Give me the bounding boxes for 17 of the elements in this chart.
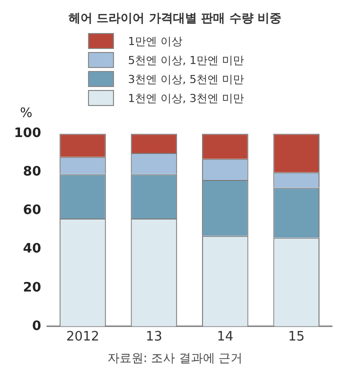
y-tick-label: 0 [32, 318, 42, 334]
y-tick-label: 80 [23, 164, 42, 180]
legend-label: 5천엔 이상, 1만엔 미만 [128, 52, 244, 68]
legend-label: 1천엔 이상, 3천엔 미만 [128, 90, 244, 106]
y-axis-title: % [20, 106, 34, 121]
chart-title: 헤어 드라이어 가격대별 판매 수량 비중 [68, 10, 282, 27]
y-tick-label: 40 [23, 242, 42, 257]
y-tick-label: 100 [14, 126, 42, 142]
x-tick-label: 2012 [66, 330, 100, 345]
text: 자료원: 조사 결과에 근거 [106, 350, 244, 367]
y-tick-label: 60 [23, 203, 42, 218]
x-tick-label: 14 [216, 330, 234, 345]
legend-label: 1만엔 이상 [128, 34, 182, 48]
x-tick-label: 13 [146, 330, 162, 345]
y-tick-label: 20 [23, 280, 42, 296]
legend-label: 3천엔 이상, 5천엔 미만 [128, 72, 244, 86]
x-tick-label: 15 [288, 330, 305, 345]
